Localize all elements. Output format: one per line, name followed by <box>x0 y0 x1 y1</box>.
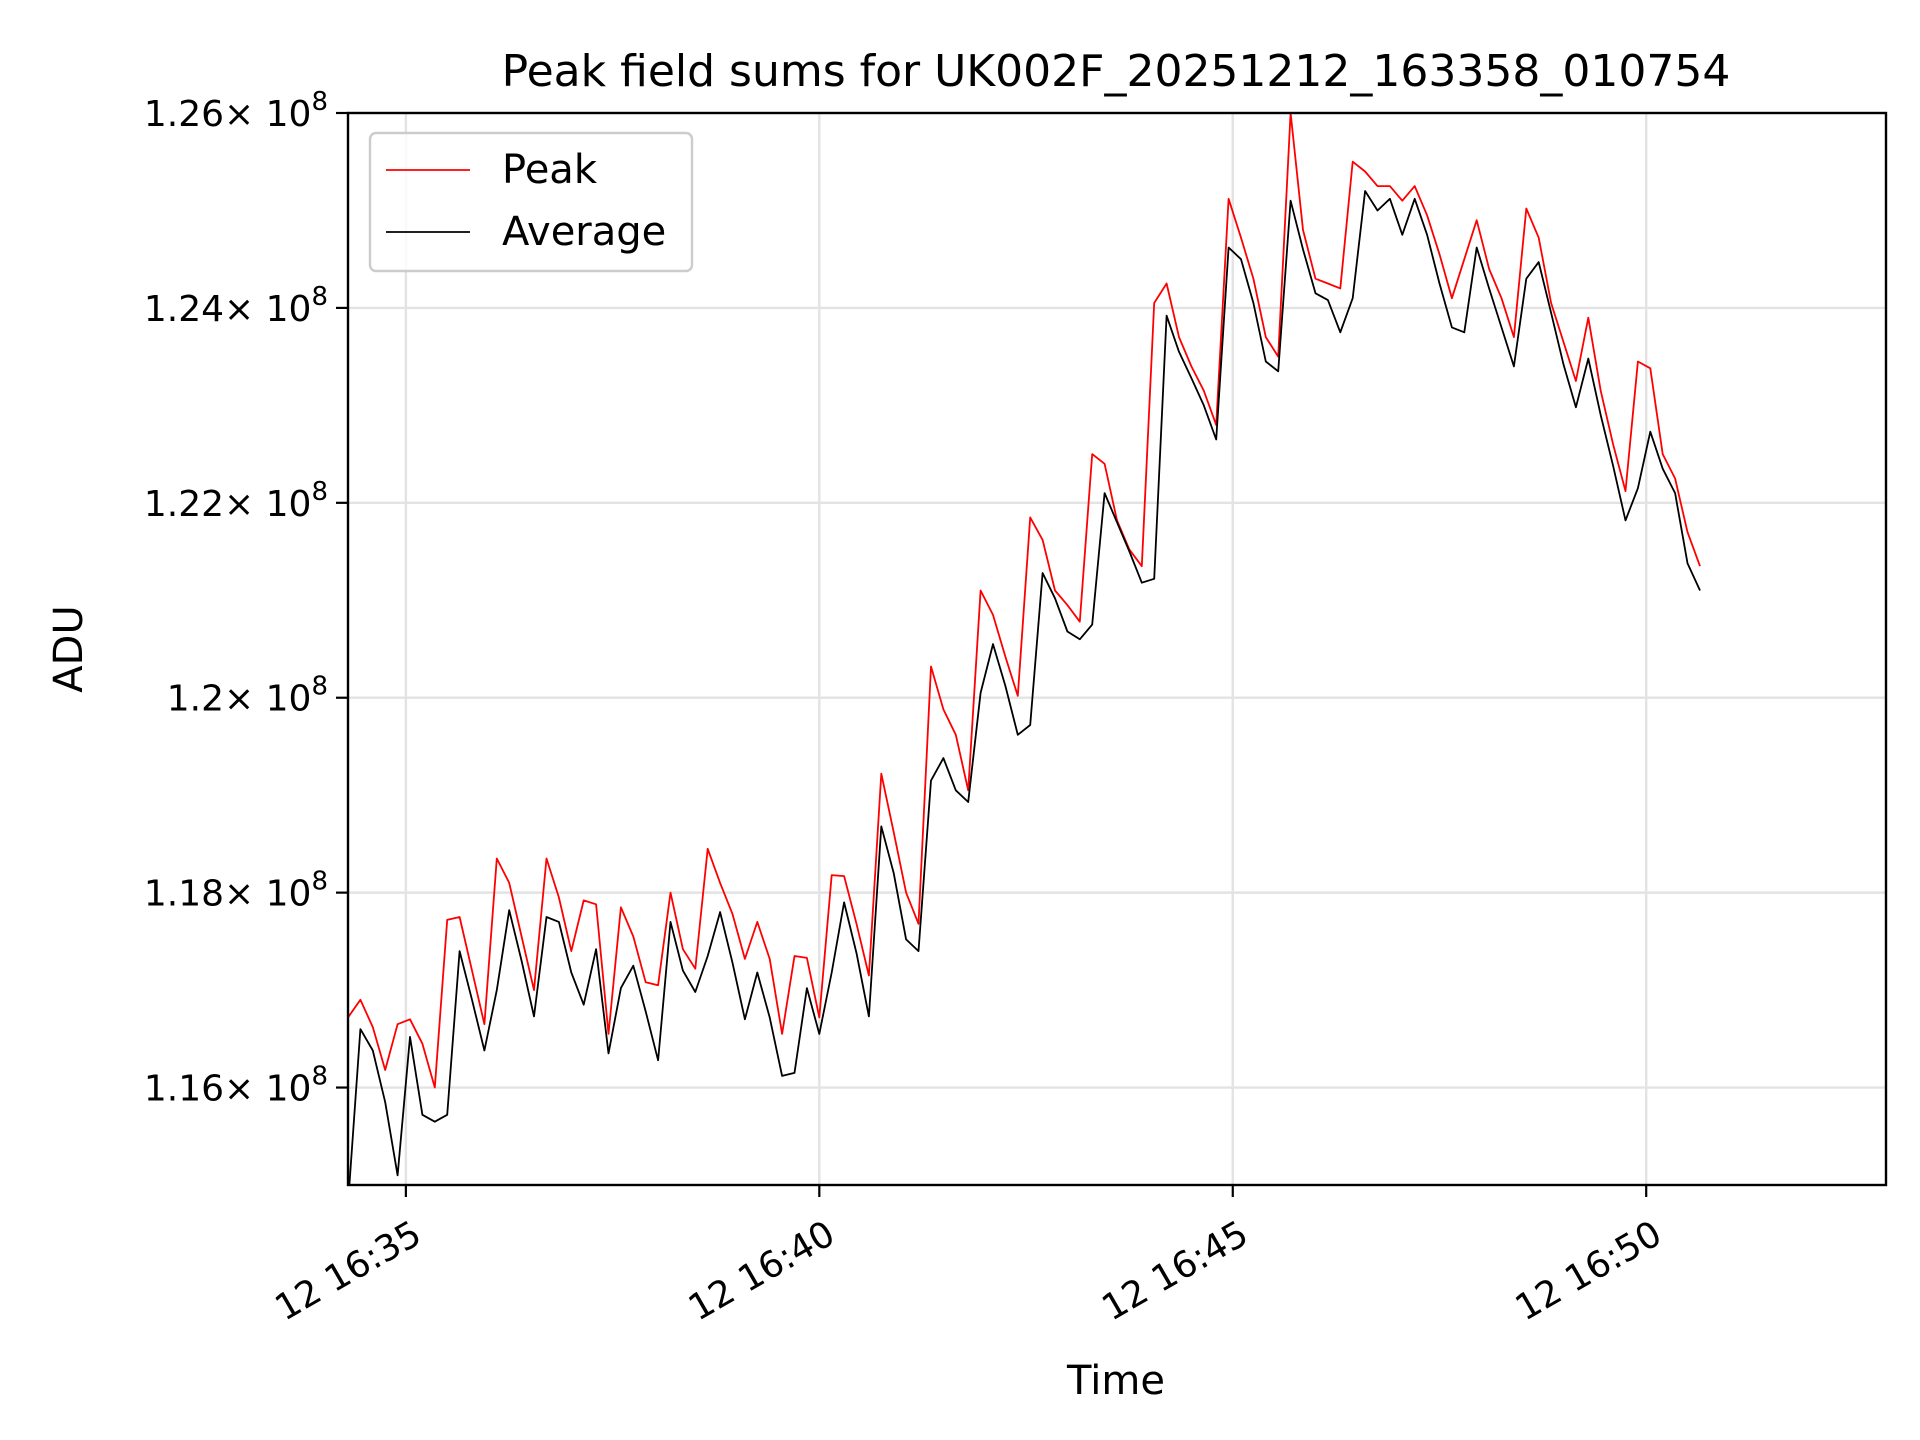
x-tick-label: 12 16:35 <box>268 1213 428 1329</box>
y-tick-mult: × 10 <box>224 1069 311 1110</box>
y-tick-exponent: 8 <box>311 672 328 702</box>
y-tick-exponent: 8 <box>311 477 328 507</box>
y-tick-label: 1.18× 108 <box>144 867 328 915</box>
y-tick-exponent: 8 <box>311 87 328 117</box>
y-tick-label: 1.16× 108 <box>144 1062 328 1110</box>
y-tick-mult: × 10 <box>224 289 311 330</box>
y-tick-base: 1.18 <box>144 874 224 915</box>
y-tick-label: 1.24× 108 <box>144 282 328 330</box>
series-line-average <box>348 190 1701 1185</box>
x-tick-label: 12 16:50 <box>1509 1213 1669 1329</box>
y-tick-label: 1.26× 108 <box>144 87 328 135</box>
legend: Peak Average <box>368 131 694 273</box>
y-tick-mult: × 10 <box>224 94 311 135</box>
grid <box>348 111 1886 1185</box>
y-axis-label: ADU <box>46 605 92 692</box>
plot-frame <box>346 111 1888 1187</box>
y-tick-exponent: 8 <box>311 282 328 312</box>
y-tick-exponent: 8 <box>311 867 328 897</box>
y-tick-base: 1.26 <box>144 94 224 135</box>
y-tick-mult: × 10 <box>224 484 311 525</box>
y-tick-label: 1.22× 108 <box>144 477 328 525</box>
y-tick-base: 1.22 <box>144 484 224 525</box>
series-line-peak <box>348 113 1701 1089</box>
y-tick-base: 1.2 <box>167 679 224 720</box>
chart-title: Peak field sums for UK002F_20251212_1633… <box>502 46 1731 97</box>
y-tick-label: 1.2× 108 <box>167 672 328 720</box>
y-tick-base: 1.24 <box>144 289 224 330</box>
legend-average-label: Average <box>502 209 666 255</box>
x-axis: 12 16:35 12 16:40 12 16:45 12 16:50 <box>268 1185 1669 1329</box>
series-lines <box>348 113 1701 1185</box>
y-tick-mult: × 10 <box>224 874 311 915</box>
legend-box <box>368 131 694 273</box>
legend-peak-label: Peak <box>502 147 598 193</box>
y-tick-mult: × 10 <box>224 679 311 720</box>
y-tick-exponent: 8 <box>311 1062 328 1092</box>
y-tick-base: 1.16 <box>144 1069 224 1110</box>
x-tick-label: 12 16:45 <box>1095 1213 1255 1329</box>
x-axis-label: Time <box>1066 1358 1165 1404</box>
x-tick-label: 12 16:40 <box>682 1213 842 1329</box>
